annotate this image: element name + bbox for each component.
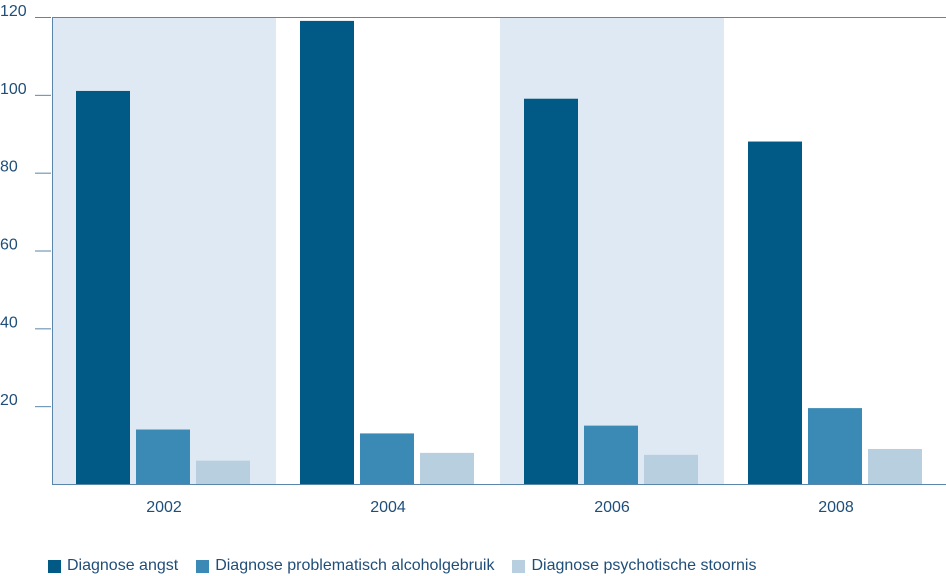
y-tick-label-40: 40 [0, 314, 18, 331]
bar-2004-series-2 [360, 433, 414, 484]
x-tick-label-2002: 2002 [146, 499, 182, 516]
x-tick-label-2008: 2008 [818, 499, 854, 516]
bar-2004-series-1 [300, 20, 354, 485]
legend-swatch [48, 559, 61, 573]
x-tick-label-2006: 2006 [594, 499, 630, 516]
y-tick-labels: 20 40 60 80 100 120 [0, 3, 27, 409]
bar-chart: 20 40 60 80 100 120 2002 2004 2006 2008 [0, 3, 946, 516]
bar-2002-series-1 [76, 90, 130, 485]
y-axis-ticks [35, 17, 51, 408]
bar-2004-series-3 [420, 452, 474, 484]
bar-2006-series-1 [524, 98, 578, 484]
bar-2006-series-3 [644, 454, 698, 484]
y-tick-label-20: 20 [0, 392, 18, 409]
legend-label: Diagnose problematisch alcoholgebruik [215, 557, 495, 574]
y-tick-label-100: 100 [0, 81, 27, 98]
y-tick-label-60: 60 [0, 237, 18, 254]
x-tick-labels: 2002 2004 2006 2008 [146, 499, 854, 516]
bar-2002-series-2 [136, 429, 190, 484]
y-tick-label-80: 80 [0, 159, 18, 176]
bar-2006-series-2 [584, 425, 638, 484]
y-tick-label-120: 120 [0, 3, 27, 20]
legend-swatch [512, 559, 526, 573]
bar-2002-series-3 [196, 460, 250, 484]
legend-label: Diagnose psychotische stoornis [531, 557, 757, 574]
bar-2008-series-2 [808, 408, 862, 484]
bar-2008-series-1 [748, 141, 802, 485]
legend-label: Diagnose angst [67, 557, 179, 574]
legend: Diagnose angst Diagnose problematisch alc… [48, 556, 756, 576]
legend-swatch [196, 559, 210, 573]
bar-2008-series-3 [868, 448, 922, 484]
legend-item-1: Diagnose angst [48, 557, 178, 575]
axes [52, 17, 946, 485]
x-tick-label-2004: 2004 [370, 499, 406, 516]
legend-item-3: Diagnose psychotische stoornis [512, 557, 756, 575]
legend-item-2: Diagnose problematisch alcoholgebruik [196, 557, 494, 575]
bars [76, 20, 922, 485]
category-bands [52, 17, 724, 484]
